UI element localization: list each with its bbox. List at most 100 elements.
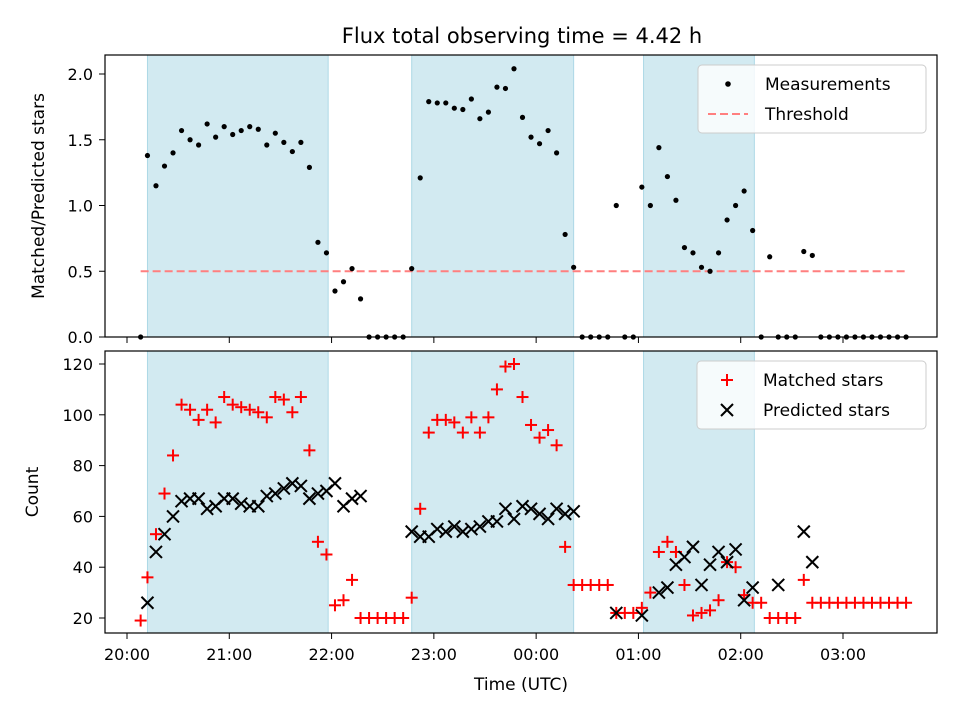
predicted-star-point <box>515 499 530 513</box>
measurement-point <box>664 173 671 180</box>
measurement-point <box>247 124 253 130</box>
predicted-x-b <box>174 494 189 508</box>
predicted-x-b <box>404 524 419 539</box>
shaded-interval <box>411 350 575 634</box>
predicted-star-point <box>439 524 453 539</box>
top-y-axis-label: Matched/Predicted stars <box>29 93 49 299</box>
predicted-x-b <box>549 502 564 516</box>
matched-star-point <box>141 571 154 584</box>
predicted-star-point <box>456 524 470 539</box>
bottom-x-tick-label: 20:00 <box>104 645 150 664</box>
predicted-x-b <box>728 542 743 557</box>
matched-star-point <box>635 601 648 614</box>
matched-star-point <box>167 449 180 462</box>
predicted-star-point <box>200 502 214 516</box>
predicted-x-b <box>149 545 163 559</box>
matched-star-point <box>226 398 239 411</box>
measurement-point <box>187 137 193 143</box>
matched-star-point <box>797 573 810 586</box>
matched-star-point <box>550 439 563 452</box>
matched-star-point <box>320 548 333 561</box>
top-y-tick-label: 0.5 <box>68 262 93 281</box>
measurement-point <box>178 127 185 134</box>
predicted-x-b <box>456 524 470 539</box>
measurement-point <box>733 202 739 209</box>
predicted-x-b <box>566 504 581 519</box>
measurement-point <box>545 127 551 134</box>
predicted-star-point <box>285 476 300 491</box>
legend-threshold-label: Threshold <box>764 105 849 125</box>
matched-star-point <box>184 403 197 416</box>
measurement-point <box>613 202 619 209</box>
predicted-x-b <box>191 491 206 506</box>
predicted-star-point <box>268 486 283 501</box>
measurement-point <box>153 183 159 189</box>
measurement-point <box>306 164 313 170</box>
legend-matched-marker <box>721 374 733 386</box>
legend-matched-label: Matched stars <box>763 371 883 391</box>
matched-star-point <box>260 411 273 424</box>
matched-star-point <box>542 424 555 437</box>
measurement-point <box>238 127 244 134</box>
predicted-star-point <box>311 486 325 501</box>
predicted-x-b <box>720 555 734 569</box>
predicted-x-b <box>277 481 291 496</box>
measurement-point <box>809 252 815 259</box>
bottom-axes-frame <box>104 350 938 634</box>
predicted-star-point <box>498 502 513 516</box>
predicted-x-b <box>353 489 368 503</box>
matched-star-point <box>311 535 324 548</box>
matched-star-point <box>499 360 512 373</box>
measurement-point <box>656 145 662 151</box>
matched-star-point <box>456 426 469 439</box>
predicted-x-b <box>652 585 666 600</box>
measurement-point <box>323 250 330 256</box>
predicted-star-point <box>174 494 189 508</box>
predicted-x-b <box>515 499 530 513</box>
predicted-star-point <box>694 578 709 592</box>
matched-star-point <box>695 606 708 619</box>
predicted-star-point <box>353 489 368 503</box>
shaded-interval <box>411 54 575 338</box>
predicted-x-b <box>609 606 623 620</box>
matched-star-point <box>448 416 461 429</box>
matched-star-point <box>661 535 674 548</box>
measurement-point <box>562 231 568 238</box>
predicted-star-point <box>251 499 265 513</box>
predicted-x-b <box>737 593 751 607</box>
predicted-star-point <box>157 527 172 541</box>
predicted-star-point <box>149 545 163 559</box>
measurement-point <box>315 239 321 245</box>
predicted-x-b <box>140 596 155 610</box>
matched-star-point <box>414 502 427 515</box>
predicted-star-point <box>566 504 581 519</box>
matched-star-point <box>900 596 913 609</box>
measurement-point <box>750 227 756 234</box>
predicted-x-b <box>541 512 555 526</box>
measurement-point <box>272 130 278 136</box>
measurement-point <box>170 150 176 156</box>
predicted-x-b <box>797 524 811 539</box>
measurement-point <box>571 264 577 270</box>
measurement-point <box>417 175 423 181</box>
matched-star-point <box>686 609 699 622</box>
predicted-x-b <box>635 608 649 623</box>
measurement-point <box>673 197 679 203</box>
bottom-y-tick-label: 120 <box>62 355 93 374</box>
measurement-point <box>221 124 227 130</box>
measurement-point <box>451 105 457 111</box>
predicted-x-b <box>694 578 709 592</box>
matched-star-point <box>678 578 691 591</box>
predicted-x-b <box>711 545 726 559</box>
matched-star-point <box>158 487 171 500</box>
measurement-point <box>715 250 722 256</box>
bottom-y-tick-label: 100 <box>62 406 93 425</box>
bottom-panel: 20 40 60 80 100 120 20:00 21:00 22:00 23:00 00:00… <box>23 350 938 695</box>
matched-star-point <box>755 596 768 609</box>
predicted-x-b <box>251 499 265 513</box>
predicted-star-point <box>745 580 760 595</box>
bottom-x-tick-label: 01:00 <box>615 645 661 664</box>
matched-star-point <box>525 418 538 431</box>
measurement-point <box>289 148 295 155</box>
